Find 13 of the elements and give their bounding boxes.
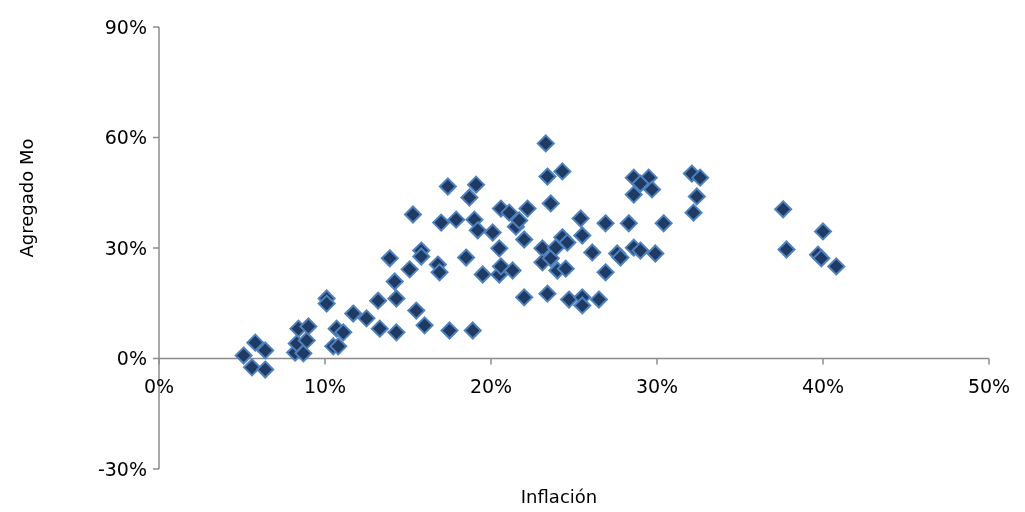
y-tick-label: 90% [104, 15, 147, 38]
x-axis-title: Inflación [520, 486, 598, 507]
x-tick-label: 40% [801, 374, 845, 397]
x-tick-label: 30% [635, 374, 679, 397]
y-tick-label: 30% [104, 236, 147, 259]
x-tick-label: 10% [303, 374, 347, 397]
y-tick-label: -30% [97, 457, 147, 480]
y-tick-label: 60% [104, 126, 147, 149]
y-axis-title: Agregado Mo [16, 138, 37, 258]
x-tick-label: 50% [967, 374, 1011, 397]
x-tick-label: 0% [143, 374, 175, 397]
y-tick-label: 0% [116, 347, 147, 370]
x-tick-label: 20% [469, 374, 513, 397]
